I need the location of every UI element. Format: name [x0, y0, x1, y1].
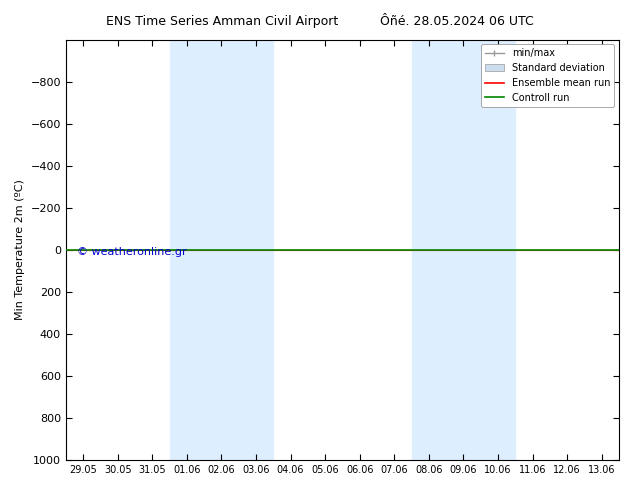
- Text: Ôñé. 28.05.2024 06 UTC: Ôñé. 28.05.2024 06 UTC: [380, 15, 533, 28]
- Y-axis label: Min Temperature 2m (ºC): Min Temperature 2m (ºC): [15, 179, 25, 320]
- Bar: [170, 40, 273, 460]
- Text: © weatheronline.gr: © weatheronline.gr: [77, 247, 186, 257]
- Legend: min/max, Standard deviation, Ensemble mean run, Controll run: min/max, Standard deviation, Ensemble me…: [481, 45, 614, 107]
- Text: ENS Time Series Amman Civil Airport: ENS Time Series Amman Civil Airport: [106, 15, 338, 28]
- Bar: [411, 40, 515, 460]
